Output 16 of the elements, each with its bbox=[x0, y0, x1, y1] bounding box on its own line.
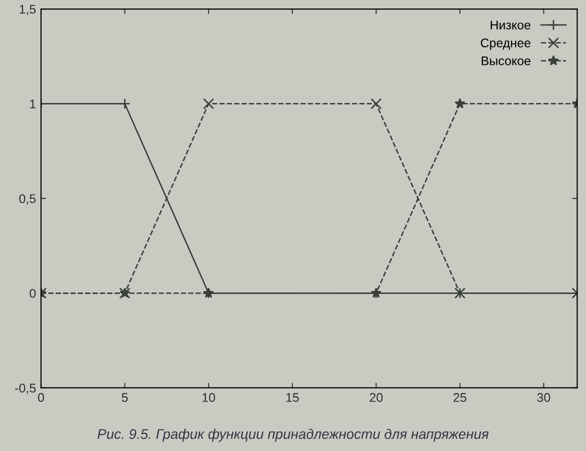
x-tick-label: 30 bbox=[537, 393, 550, 402]
text: Рис. 9.5. График функции принадлежности для напряжения bbox=[98, 428, 489, 442]
y-tick-label: 0,5 bbox=[19, 194, 36, 205]
y-tick-label: 1,5 bbox=[20, 4, 36, 16]
x-tick-label: 10 bbox=[202, 393, 216, 402]
legend-label: Высокое bbox=[482, 56, 530, 66]
x-tick-label: 20 bbox=[370, 393, 383, 402]
y-tick-label: -0,5 bbox=[15, 384, 36, 394]
legend-label: Среднее bbox=[480, 38, 530, 50]
x-tick-label: 25 bbox=[454, 393, 466, 402]
x-tick-label: 5 bbox=[122, 393, 128, 402]
x-tick-label: 15 bbox=[286, 393, 299, 402]
y-tick-label: 0 bbox=[30, 288, 36, 298]
y-tick-label: 1 bbox=[30, 100, 36, 108]
legend-label: Низкое bbox=[490, 20, 530, 30]
x-tick-label: 0 bbox=[38, 393, 44, 402]
